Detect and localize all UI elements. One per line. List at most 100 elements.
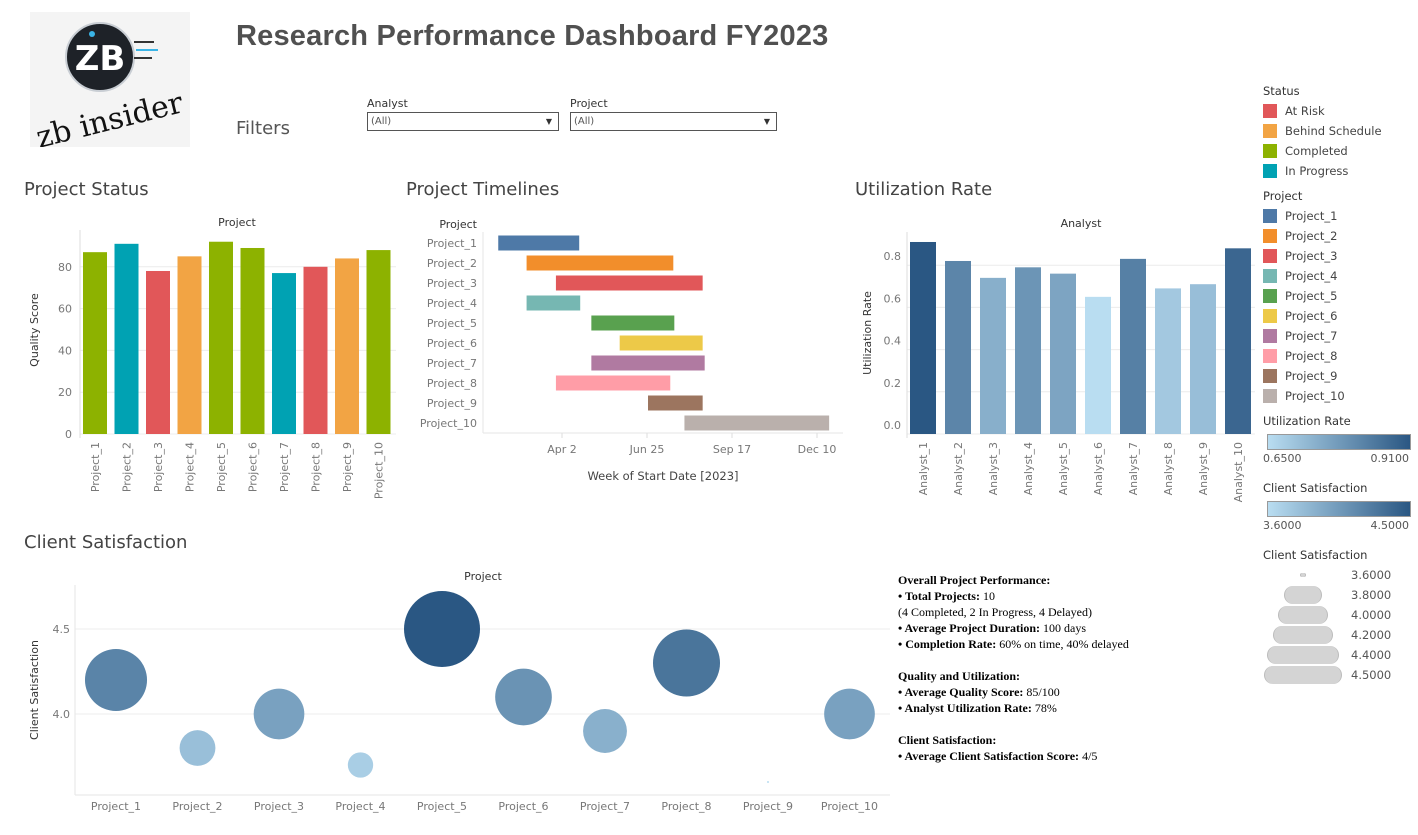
project-legend-item[interactable]: Project_3 — [1263, 246, 1413, 266]
legend-label: Project_5 — [1285, 289, 1338, 303]
bubble-project-3 — [253, 688, 305, 740]
y-tick-label: Project_7 — [427, 357, 477, 370]
status-legend-item[interactable]: In Progress — [1263, 161, 1413, 181]
y-tick-label: Project_3 — [427, 277, 477, 290]
timeline-bar-project-5 — [591, 315, 675, 331]
logo: ZB zb insider — [30, 12, 190, 156]
timeline-bar-project-6 — [619, 335, 703, 351]
project-legend-item[interactable]: Project_4 — [1263, 266, 1413, 286]
project-filter: Project (All) ▼ — [570, 97, 777, 131]
x-tick-label: Analyst_2 — [952, 442, 965, 495]
summary-heading-satisfaction: Client Satisfaction: — [898, 733, 997, 747]
x-tick-label: Analyst_8 — [1162, 442, 1175, 495]
color-swatch — [1263, 249, 1277, 263]
legend-label: Project_7 — [1285, 329, 1338, 343]
size-legend-item: 4.0000 — [1263, 605, 1413, 625]
x-tick-label: Project_2 — [121, 442, 134, 492]
timeline-bar-project-3 — [555, 275, 703, 291]
timeline-bar-project-10 — [684, 415, 830, 431]
bar-analyst-1 — [910, 241, 936, 434]
bar-project-4 — [177, 256, 202, 434]
project-timelines-chart: Project Apr 2 Jun 25 Sep 17 Dec 10 Week of St… — [420, 218, 843, 483]
y-tick-label: 0 — [65, 428, 72, 441]
summary-heading-quality: Quality and Utilization: — [898, 669, 1021, 683]
x-tick-label: Project_3 — [152, 442, 165, 492]
x-tick-label: Project_5 — [215, 442, 228, 492]
x-tick-label: Project_7 — [278, 442, 291, 492]
x-tick-label: Project_10 — [821, 800, 878, 813]
project-timelines-title: Project Timelines — [406, 179, 560, 200]
utilization-rate-title: Utilization Rate — [855, 179, 993, 200]
bar-project-3 — [146, 270, 170, 434]
svg-text:ZB: ZB — [75, 39, 126, 79]
timeline-bar-project-9 — [648, 395, 703, 411]
color-swatch — [1263, 164, 1277, 178]
x-tick-label: Analyst_3 — [987, 442, 1000, 495]
status-legend-item[interactable]: Completed — [1263, 141, 1413, 161]
x-tick-label: Project_4 — [184, 442, 197, 492]
legend-label: Project_10 — [1285, 389, 1345, 403]
analyst-dropdown-value: (All) — [371, 116, 392, 127]
utilization-gradient — [1267, 434, 1411, 450]
color-swatch — [1263, 369, 1277, 383]
size-marker — [1272, 626, 1334, 644]
project-legend-item[interactable]: Project_10 — [1263, 386, 1413, 406]
summary-heading-overall: Overall Project Performance: — [898, 573, 1051, 587]
bar-project-8 — [303, 266, 328, 434]
project-dropdown[interactable]: (All) ▼ — [570, 112, 777, 131]
dashboard-title: Research Performance Dashboard FY2023 — [236, 20, 829, 52]
bar-project-6 — [240, 247, 265, 434]
summary-breakdown: (4 Completed, 2 In Progress, 4 Delayed) — [898, 605, 1092, 619]
x-tick-label: Project_6 — [247, 442, 260, 492]
bubble-project-10 — [824, 688, 875, 740]
bar-analyst-3 — [980, 277, 1006, 434]
project-legend-item[interactable]: Project_8 — [1263, 346, 1413, 366]
x-tick-label: Project_1 — [91, 800, 141, 813]
size-marker — [1284, 586, 1322, 604]
bar-analyst-4 — [1015, 267, 1041, 434]
x-tick-label: Project_5 — [417, 800, 467, 813]
project-legend-item[interactable]: Project_6 — [1263, 306, 1413, 326]
status-legend-item[interactable]: Behind Schedule — [1263, 121, 1413, 141]
analyst-filter: Analyst (All) ▼ — [367, 97, 559, 131]
bar-analyst-6 — [1085, 296, 1111, 434]
client-satisfaction-title: Client Satisfaction — [24, 532, 188, 553]
project-legend-item[interactable]: Project_1 — [1263, 206, 1413, 226]
status-legend-item[interactable]: At Risk — [1263, 101, 1413, 121]
y-tick-label: 80 — [58, 261, 72, 274]
size-marker — [1300, 573, 1306, 577]
x-tick-label: Analyst_4 — [1022, 442, 1035, 495]
x-tick-label: Analyst_6 — [1092, 442, 1105, 495]
x-tick-label: Project_2 — [172, 800, 222, 813]
timeline-bar-project-4 — [526, 295, 581, 311]
y-axis-label: Client Satisfaction — [28, 640, 41, 740]
bar-project-2 — [114, 243, 139, 434]
project-legend-item[interactable]: Project_5 — [1263, 286, 1413, 306]
timeline-bar-project-1 — [498, 235, 580, 251]
color-swatch — [1263, 349, 1277, 363]
legend-label: Project_8 — [1285, 349, 1338, 363]
color-swatch — [1263, 104, 1277, 118]
color-swatch — [1263, 329, 1277, 343]
x-tick-label: Project_3 — [254, 800, 304, 813]
size-legend-item: 4.2000 — [1263, 625, 1413, 645]
status-legend-title: Status — [1263, 84, 1300, 98]
x-tick-label: Sep 17 — [713, 443, 751, 456]
analyst-dropdown[interactable]: (All) ▼ — [367, 112, 559, 131]
bar-analyst-10 — [1225, 248, 1251, 434]
y-tick-label: 20 — [58, 386, 72, 399]
color-swatch — [1263, 144, 1277, 158]
summary-utilization: • Analyst Utilization Rate: 78% — [898, 701, 1057, 715]
y-tick-label: Project_4 — [427, 297, 477, 310]
legend-label: Project_9 — [1285, 369, 1338, 383]
project-legend-item[interactable]: Project_9 — [1263, 366, 1413, 386]
bubble-project-2 — [179, 730, 216, 766]
x-tick-label: Dec 10 — [798, 443, 837, 456]
project-dropdown-value: (All) — [574, 116, 595, 127]
x-tick-label: Jun 25 — [629, 443, 665, 456]
project-legend-item[interactable]: Project_2 — [1263, 226, 1413, 246]
project-legend-item[interactable]: Project_7 — [1263, 326, 1413, 346]
x-tick-label: Project_8 — [310, 442, 323, 492]
bubble-project-8 — [652, 629, 721, 697]
utilization-rate-chart: Analyst 0.0 0.2 0.4 0.6 0.8 Utilization Rate An… — [861, 217, 1255, 502]
